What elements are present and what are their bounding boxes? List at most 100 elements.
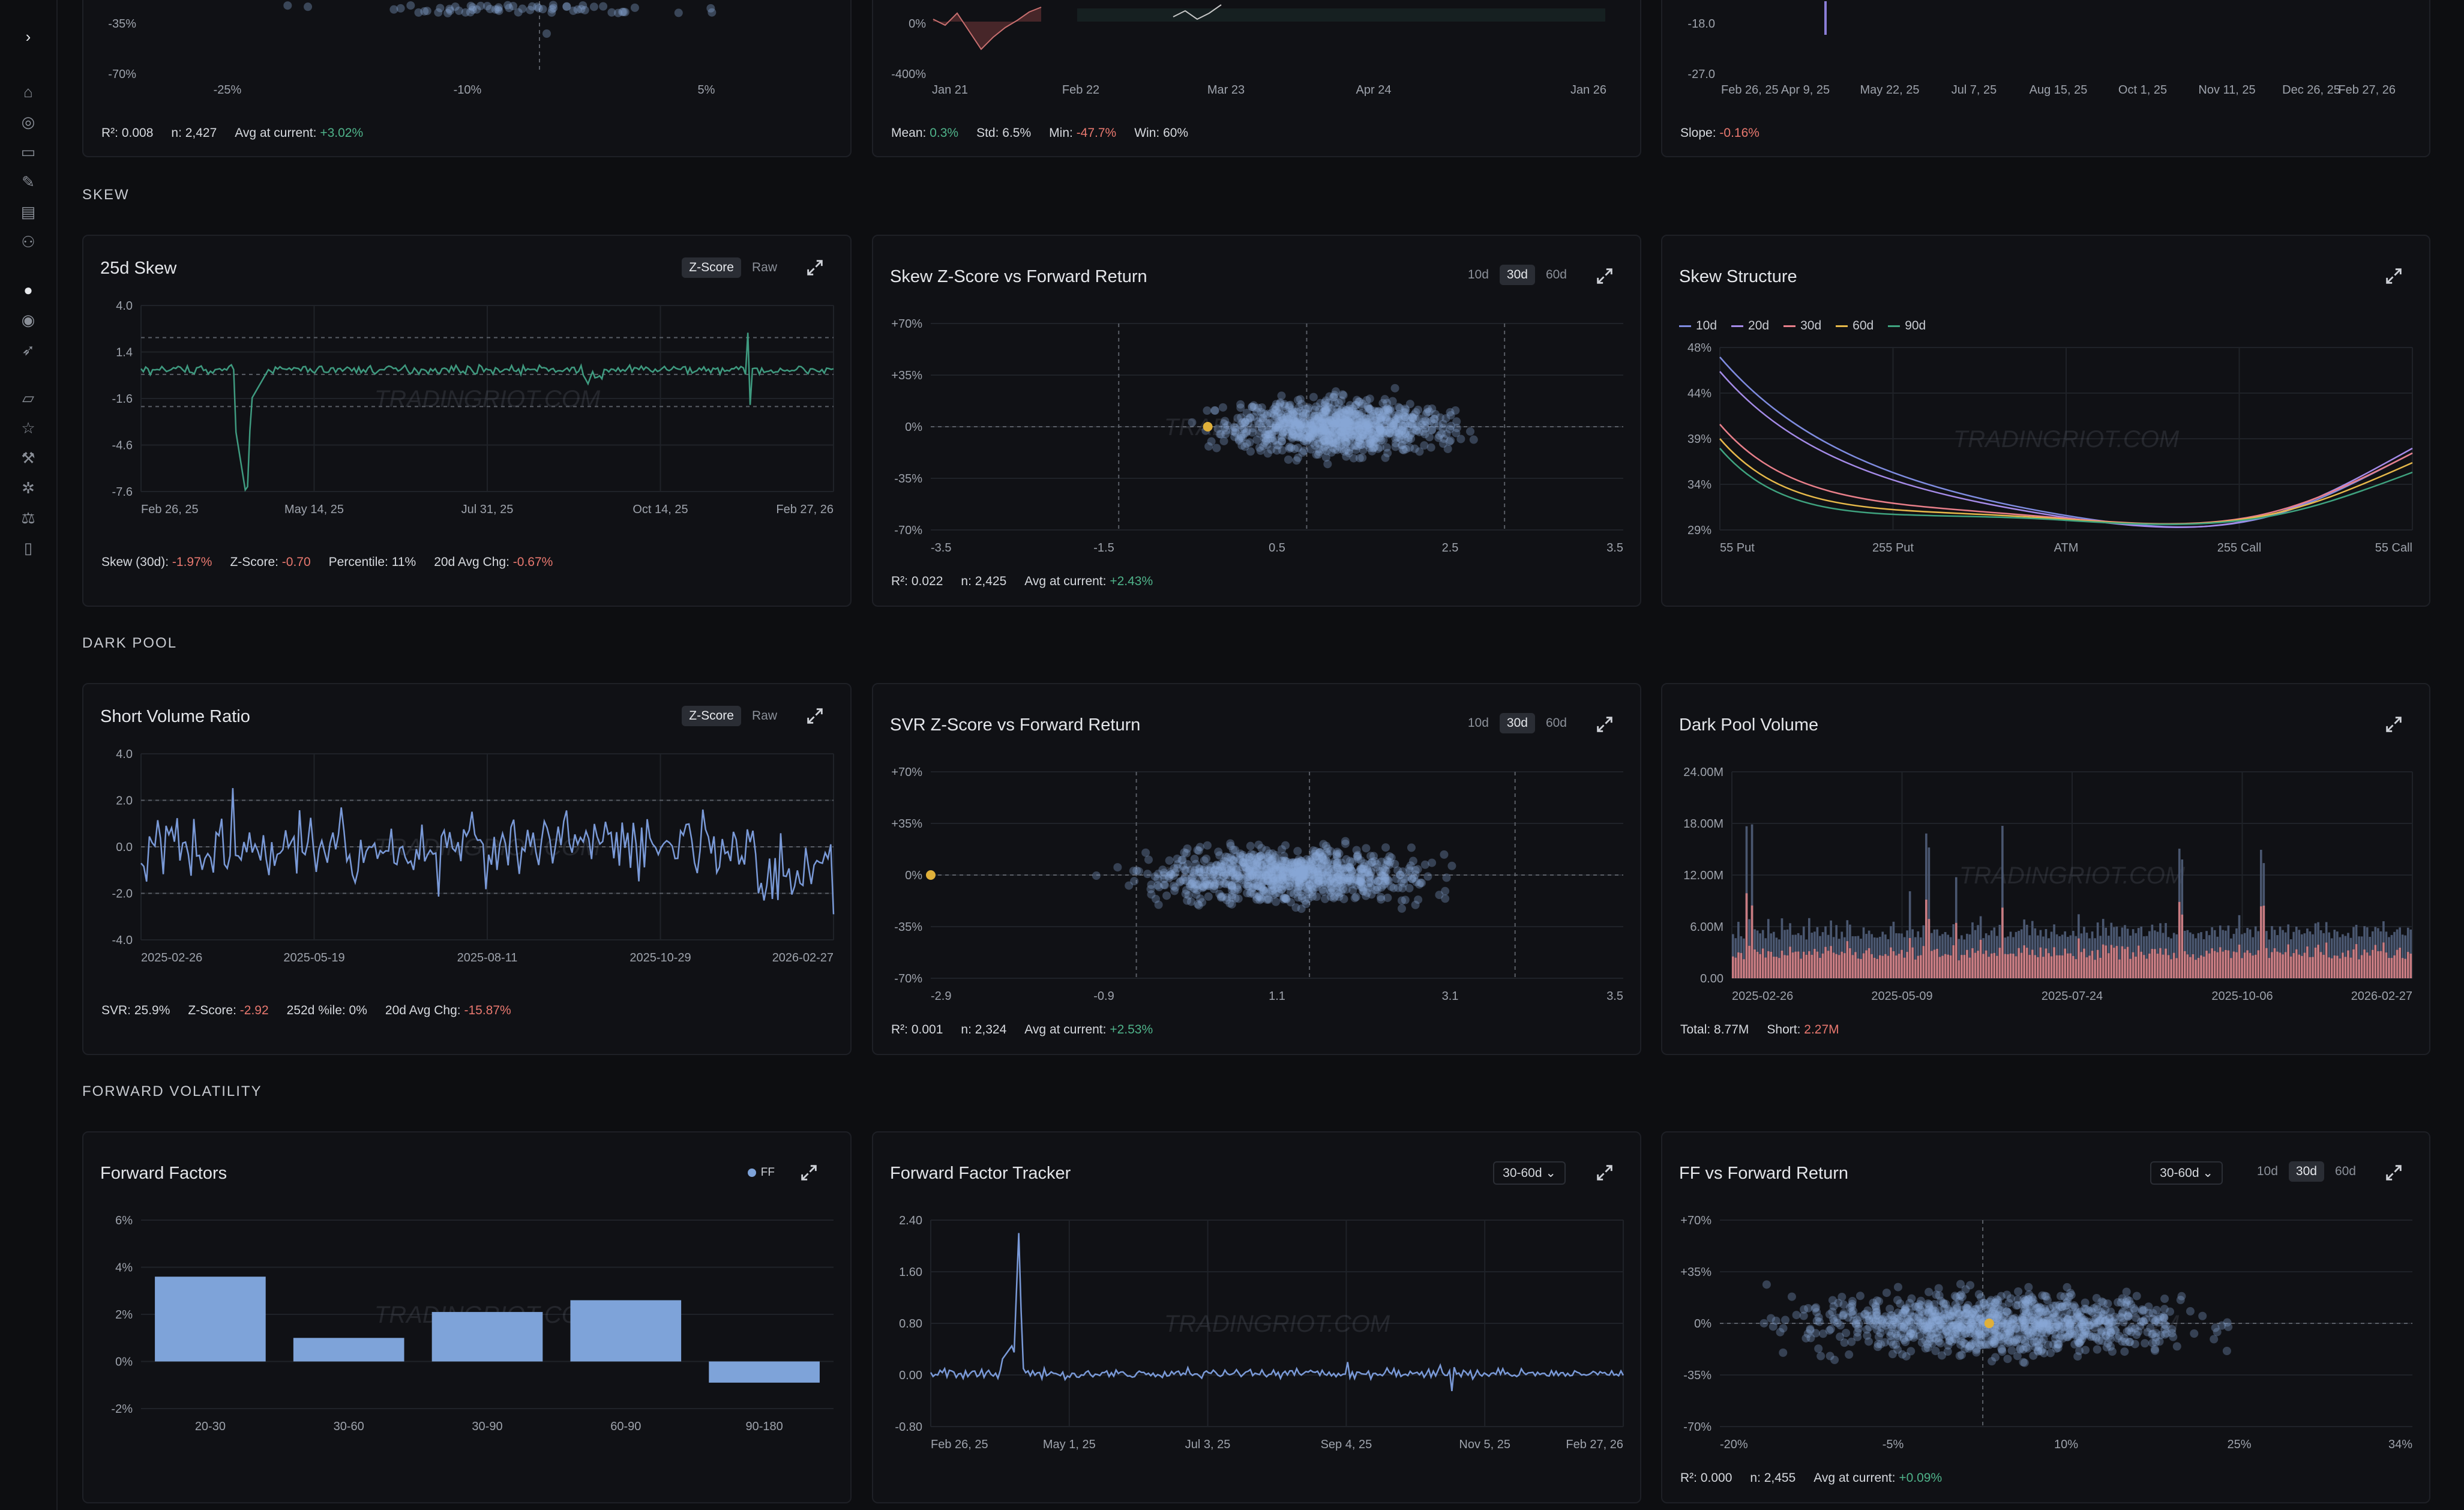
settings-icon[interactable]: ✲ <box>22 478 35 497</box>
scatter-point <box>1259 867 1268 876</box>
scatter-point <box>1337 430 1346 439</box>
raw-toggle[interactable]: Raw <box>751 260 777 274</box>
legend-item-90d[interactable]: 90d <box>1888 319 1926 333</box>
zscore-toggle[interactable]: Z-Score <box>682 706 741 726</box>
scatter-point <box>1367 867 1376 876</box>
scatter-point <box>2121 1301 2130 1310</box>
legend-item-60d[interactable]: 60d <box>1836 319 1874 333</box>
scatter-point <box>2039 1319 2048 1328</box>
scatter-point <box>1320 880 1329 889</box>
scatter-point <box>468 5 477 14</box>
scatter-point <box>2118 1309 2127 1318</box>
expand-icon[interactable] <box>2384 714 2404 735</box>
home-icon[interactable]: ⌂ <box>23 82 33 101</box>
globe-icon[interactable]: ◎ <box>21 112 35 131</box>
scatter-point <box>1257 408 1266 417</box>
scatter-point <box>1379 881 1388 890</box>
scatter-point <box>1437 429 1446 438</box>
scatter-point <box>2136 1322 2145 1331</box>
scatter-point <box>1268 849 1277 858</box>
scatter-point <box>1991 1337 2000 1346</box>
scatter-point <box>1909 1329 1918 1338</box>
expand-icon[interactable] <box>2384 1163 2404 1183</box>
legend-item-10d[interactable]: 10d <box>1679 319 1717 333</box>
rocket-icon[interactable]: ➶ <box>22 340 35 359</box>
10d-toggle[interactable]: 10d <box>2256 1164 2278 1178</box>
short-bar <box>2235 952 2238 978</box>
people-icon[interactable]: ⚇ <box>21 232 35 251</box>
60d-toggle[interactable]: 60d <box>1545 716 1567 730</box>
scatter-point <box>1300 865 1309 874</box>
newspaper-icon[interactable]: ▤ <box>20 202 36 221</box>
scatter-point <box>1849 1316 1858 1325</box>
scatter-point <box>1296 874 1305 883</box>
legend-item-30d[interactable]: 30d <box>1783 319 1821 333</box>
scatter-point <box>2054 1317 2063 1326</box>
scatter-point <box>1359 421 1368 430</box>
scatter-point <box>1195 867 1204 876</box>
chevron-right-icon[interactable]: › <box>25 27 31 46</box>
ff-window-select[interactable]: 30-60d ⌄ <box>2150 1161 2223 1185</box>
scatter-point <box>1399 422 1408 431</box>
short-bar <box>1919 955 1922 978</box>
60d-toggle[interactable]: 60d <box>2334 1164 2356 1178</box>
scatter-point <box>1370 442 1379 451</box>
expand-icon[interactable] <box>805 706 825 726</box>
ff-bar <box>293 1338 404 1362</box>
scatter-point <box>2030 1319 2039 1328</box>
apple-icon[interactable]: ● <box>23 280 33 299</box>
scatter-point <box>1381 867 1390 876</box>
scatter-point <box>1962 1304 1971 1313</box>
legend-item-20d[interactable]: 20d <box>1731 319 1769 333</box>
star-icon[interactable]: ☆ <box>21 418 35 437</box>
scatter-point <box>1890 1317 1899 1326</box>
expand-icon[interactable] <box>799 1163 819 1183</box>
10d-toggle[interactable]: 10d <box>1467 268 1489 281</box>
legend-label: 90d <box>1905 319 1926 332</box>
scatter-point <box>1357 427 1366 436</box>
scatter-point <box>1328 874 1337 883</box>
scatter-point <box>1350 894 1359 903</box>
y-tick-label: 1.4 <box>116 346 133 359</box>
ff-tracker-line <box>930 1233 1624 1392</box>
clipboard-icon[interactable]: ▯ <box>23 538 33 557</box>
book-icon[interactable]: ▭ <box>20 142 36 161</box>
expand-icon[interactable] <box>2384 266 2404 286</box>
scale-icon[interactable]: ⚖ <box>21 508 35 527</box>
scatter-point <box>1233 868 1242 877</box>
scatter-point <box>420 7 429 16</box>
30d-toggle[interactable]: 30d <box>1499 713 1535 733</box>
30d-toggle[interactable]: 30d <box>1499 265 1535 285</box>
ff-window-select[interactable]: 30-60d ⌄ <box>1493 1161 1566 1185</box>
expand-icon[interactable] <box>1594 714 1615 735</box>
scatter-point <box>1333 858 1342 867</box>
30d-toggle[interactable]: 30d <box>2288 1161 2324 1182</box>
zscore-toggle[interactable]: Z-Score <box>682 257 741 278</box>
scatter-point <box>1383 399 1392 408</box>
ff-bar <box>155 1277 266 1362</box>
bitcoin-icon[interactable]: ◉ <box>21 310 35 329</box>
scatter-point <box>1327 448 1336 457</box>
scatter-point <box>1931 1317 1940 1326</box>
scatter-point <box>1273 867 1282 876</box>
scatter-point <box>1287 861 1296 870</box>
expand-icon[interactable] <box>1594 1163 1615 1183</box>
wrench-icon[interactable]: ⚒ <box>21 448 35 467</box>
avg-value: +2.43% <box>1110 574 1153 588</box>
expand-icon[interactable] <box>805 257 825 278</box>
pencil-icon[interactable]: ✎ <box>22 172 35 191</box>
scatter-point <box>1985 1340 1994 1349</box>
scatter-point <box>2029 1351 2038 1360</box>
scatter-point <box>1300 859 1309 868</box>
scatter-point <box>1160 874 1169 883</box>
10d-toggle[interactable]: 10d <box>1467 716 1489 730</box>
scatter-point <box>1393 433 1402 442</box>
scatter-point <box>2009 1320 2018 1329</box>
scatter-point <box>1963 1304 1972 1313</box>
short-bar <box>2303 952 2306 978</box>
raw-toggle[interactable]: Raw <box>751 709 777 723</box>
folder-icon[interactable]: ▱ <box>22 388 34 407</box>
ffvr-footer: R²: 0.000 n: 2,455 Avg at current: +0.09% <box>1680 1471 1960 1485</box>
60d-toggle[interactable]: 60d <box>1545 268 1567 281</box>
expand-icon[interactable] <box>1594 266 1615 286</box>
